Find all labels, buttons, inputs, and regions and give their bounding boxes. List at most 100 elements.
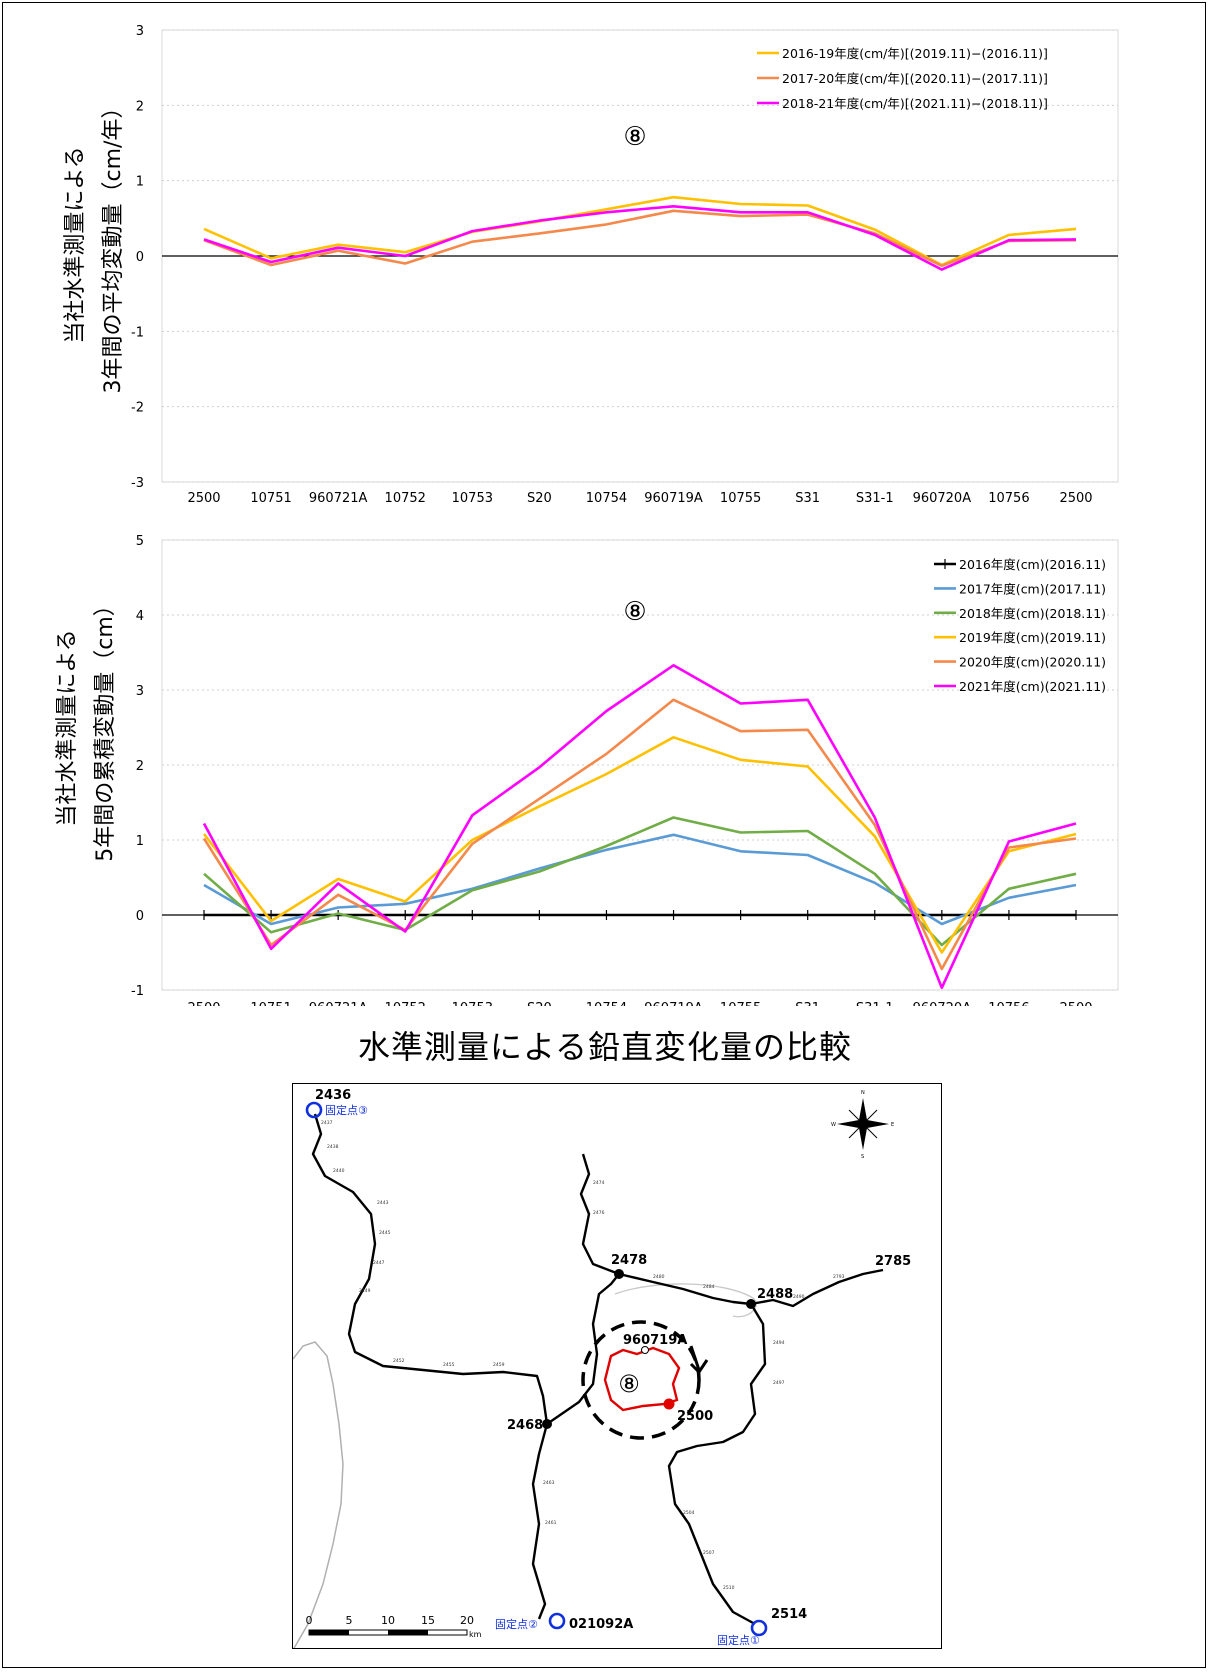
compass-rose-icon bbox=[837, 1098, 889, 1150]
loop-circle bbox=[581, 1320, 701, 1440]
x-tick-label: S31 bbox=[795, 1001, 820, 1006]
scale-tick-5: 5 bbox=[346, 1614, 353, 1627]
svg-text:2490: 2490 bbox=[793, 1294, 805, 1300]
svg-text:2507: 2507 bbox=[703, 1550, 715, 1556]
y-tick-label: -1 bbox=[131, 325, 144, 340]
x-tick-label: 2500 bbox=[187, 491, 220, 506]
series-line-4 bbox=[202, 698, 1077, 971]
y-tick-label: 1 bbox=[136, 834, 144, 849]
scale-bar: 0 5 10 15 20 km bbox=[306, 1614, 482, 1639]
benchmark-markers bbox=[542, 1269, 756, 1429]
label-fixed-point-2: 固定点② bbox=[495, 1617, 538, 1631]
y-tick-label: 4 bbox=[136, 609, 144, 624]
fixed-point-markers bbox=[305, 1101, 768, 1637]
label-fixed-point-1: 固定点① bbox=[717, 1633, 760, 1647]
svg-text:2445: 2445 bbox=[379, 1230, 391, 1236]
legend-label: 2020年度(cm)(2020.11) bbox=[959, 655, 1106, 670]
svg-text:2494: 2494 bbox=[773, 1340, 785, 1346]
x-tick-label: 960720A bbox=[913, 491, 972, 506]
y-tick-label: -3 bbox=[131, 476, 144, 491]
y-tick-label: -1 bbox=[131, 984, 144, 999]
x-tick-label: 10753 bbox=[452, 1001, 493, 1006]
compass-e-label: E bbox=[891, 1122, 894, 1128]
series-line-1 bbox=[203, 833, 1077, 926]
svg-text:2438: 2438 bbox=[327, 1144, 339, 1150]
label-2500: 2500 bbox=[677, 1409, 713, 1424]
svg-text:2440: 2440 bbox=[333, 1168, 345, 1174]
scale-tick-20: 20 bbox=[460, 1614, 474, 1627]
x-tick-label: 10754 bbox=[586, 1001, 627, 1006]
legend-label: 2019年度(cm)(2019.11) bbox=[959, 630, 1106, 645]
label-960719A: 960719A bbox=[623, 1333, 687, 1348]
minor-labels: 2437 2438 2440 2443 2445 2447 2449 2452 2455 2… bbox=[321, 1120, 845, 1591]
x-tick-label: 960719A bbox=[644, 491, 703, 506]
svg-text:2455: 2455 bbox=[443, 1362, 455, 1368]
y-tick-label: 1 bbox=[136, 175, 144, 190]
svg-text:2474: 2474 bbox=[593, 1180, 605, 1186]
chart-annotation: ⑧ bbox=[623, 597, 646, 627]
series-line-1 bbox=[203, 209, 1077, 268]
y-tick-label: 5 bbox=[136, 534, 144, 549]
x-tick-label: 2500 bbox=[1059, 491, 1092, 506]
y-tick-label: -2 bbox=[131, 401, 144, 416]
x-tick-label: S31-1 bbox=[856, 491, 894, 506]
label-fixed-point-3: 固定点③ bbox=[325, 1103, 368, 1117]
x-tick-label: 960720A bbox=[913, 1001, 972, 1006]
y-axis-label: 当社水準測量による bbox=[63, 146, 88, 343]
series-line-2 bbox=[203, 205, 1077, 271]
x-tick-label: 2500 bbox=[187, 1001, 220, 1006]
x-tick-label: 10756 bbox=[988, 491, 1029, 506]
rotation-arrow bbox=[689, 1345, 709, 1375]
x-tick-label: 2500 bbox=[1059, 1001, 1092, 1006]
x-tick-label: 10755 bbox=[720, 1001, 761, 1006]
svg-text:2484: 2484 bbox=[703, 1284, 715, 1290]
svg-text:2497: 2497 bbox=[773, 1380, 785, 1386]
chart-3yr-average: -3 -2 -1 0 1 2 3 2500 10751 960721A 10752 10753 S20 1… bbox=[63, 24, 1119, 506]
chart-annotation: ⑧ bbox=[623, 122, 646, 152]
leveling-routes bbox=[311, 1113, 884, 1626]
svg-text:2449: 2449 bbox=[359, 1288, 371, 1294]
scale-tick-10: 10 bbox=[381, 1614, 395, 1627]
svg-text:2504: 2504 bbox=[683, 1510, 695, 1516]
coastline bbox=[293, 1341, 344, 1648]
figure-caption: 水準測量による鉛直変化量の比較 bbox=[357, 1028, 853, 1066]
label-2488: 2488 bbox=[757, 1287, 793, 1302]
lake-shore bbox=[614, 1283, 757, 1318]
scale-tick-0: 0 bbox=[306, 1614, 313, 1627]
svg-text:2463: 2463 bbox=[543, 1480, 555, 1486]
chart-5yr-cumulative: -1 0 1 2 3 4 5 2500 10751 960721A 10752 10753 S20 107… bbox=[55, 534, 1119, 1006]
x-tick-label: S31 bbox=[795, 491, 820, 506]
compass-s-label: S bbox=[861, 1154, 864, 1160]
y-tick-label: 2 bbox=[136, 99, 144, 114]
legend-label: 2018-21年度(cm/年)[(2021.11)−(2018.11)] bbox=[782, 96, 1048, 111]
legend-label: 2016年度(cm)(2016.11) bbox=[959, 557, 1106, 572]
svg-text:2459: 2459 bbox=[493, 1362, 505, 1368]
series-line-3 bbox=[202, 736, 1077, 954]
x-tick-label: 10754 bbox=[586, 491, 627, 506]
y-tick-label: 2 bbox=[136, 759, 144, 774]
x-tick-label: 10751 bbox=[250, 1001, 291, 1006]
x-tick-label: S20 bbox=[527, 491, 552, 506]
series-line-5 bbox=[202, 664, 1077, 990]
x-tick-label: 960719A bbox=[644, 1001, 703, 1006]
svg-text:2510: 2510 bbox=[723, 1585, 735, 1591]
x-tick-label: 10752 bbox=[385, 1001, 426, 1006]
legend-label: 2017-20年度(cm/年)[(2020.11)−(2017.11)] bbox=[782, 71, 1048, 86]
y-tick-label: 3 bbox=[136, 684, 144, 699]
y-tick-label: 3 bbox=[136, 24, 144, 39]
legend-label: 2016-19年度(cm/年)[(2019.11)−(2016.11)] bbox=[782, 46, 1048, 61]
series-line-0 bbox=[203, 195, 1077, 267]
legend-label: 2017年度(cm)(2017.11) bbox=[959, 581, 1106, 596]
map-area-number: ⑧ bbox=[618, 1370, 640, 1398]
scale-unit: km bbox=[469, 1630, 482, 1639]
x-tick-label: 10755 bbox=[720, 491, 761, 506]
x-tick-label: S31-1 bbox=[856, 1001, 894, 1006]
compass-w-label: W bbox=[831, 1122, 836, 1128]
svg-text:2443: 2443 bbox=[377, 1200, 389, 1206]
x-tick-label: 960721A bbox=[309, 1001, 368, 1006]
y-tick-label: 0 bbox=[136, 250, 144, 265]
label-021092A: 021092A bbox=[569, 1617, 633, 1632]
svg-text:2480: 2480 bbox=[653, 1274, 665, 1280]
svg-text:2476: 2476 bbox=[593, 1210, 605, 1216]
label-2478: 2478 bbox=[611, 1253, 647, 1268]
